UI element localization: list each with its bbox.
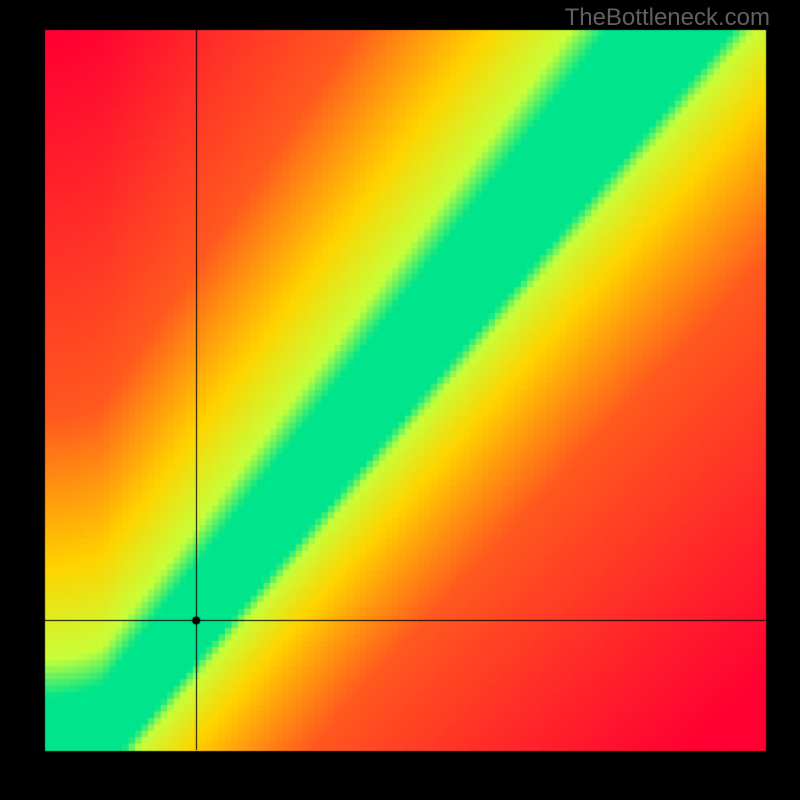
chart-container: TheBottleneck.com xyxy=(0,0,800,800)
bottleneck-heatmap xyxy=(0,0,800,800)
